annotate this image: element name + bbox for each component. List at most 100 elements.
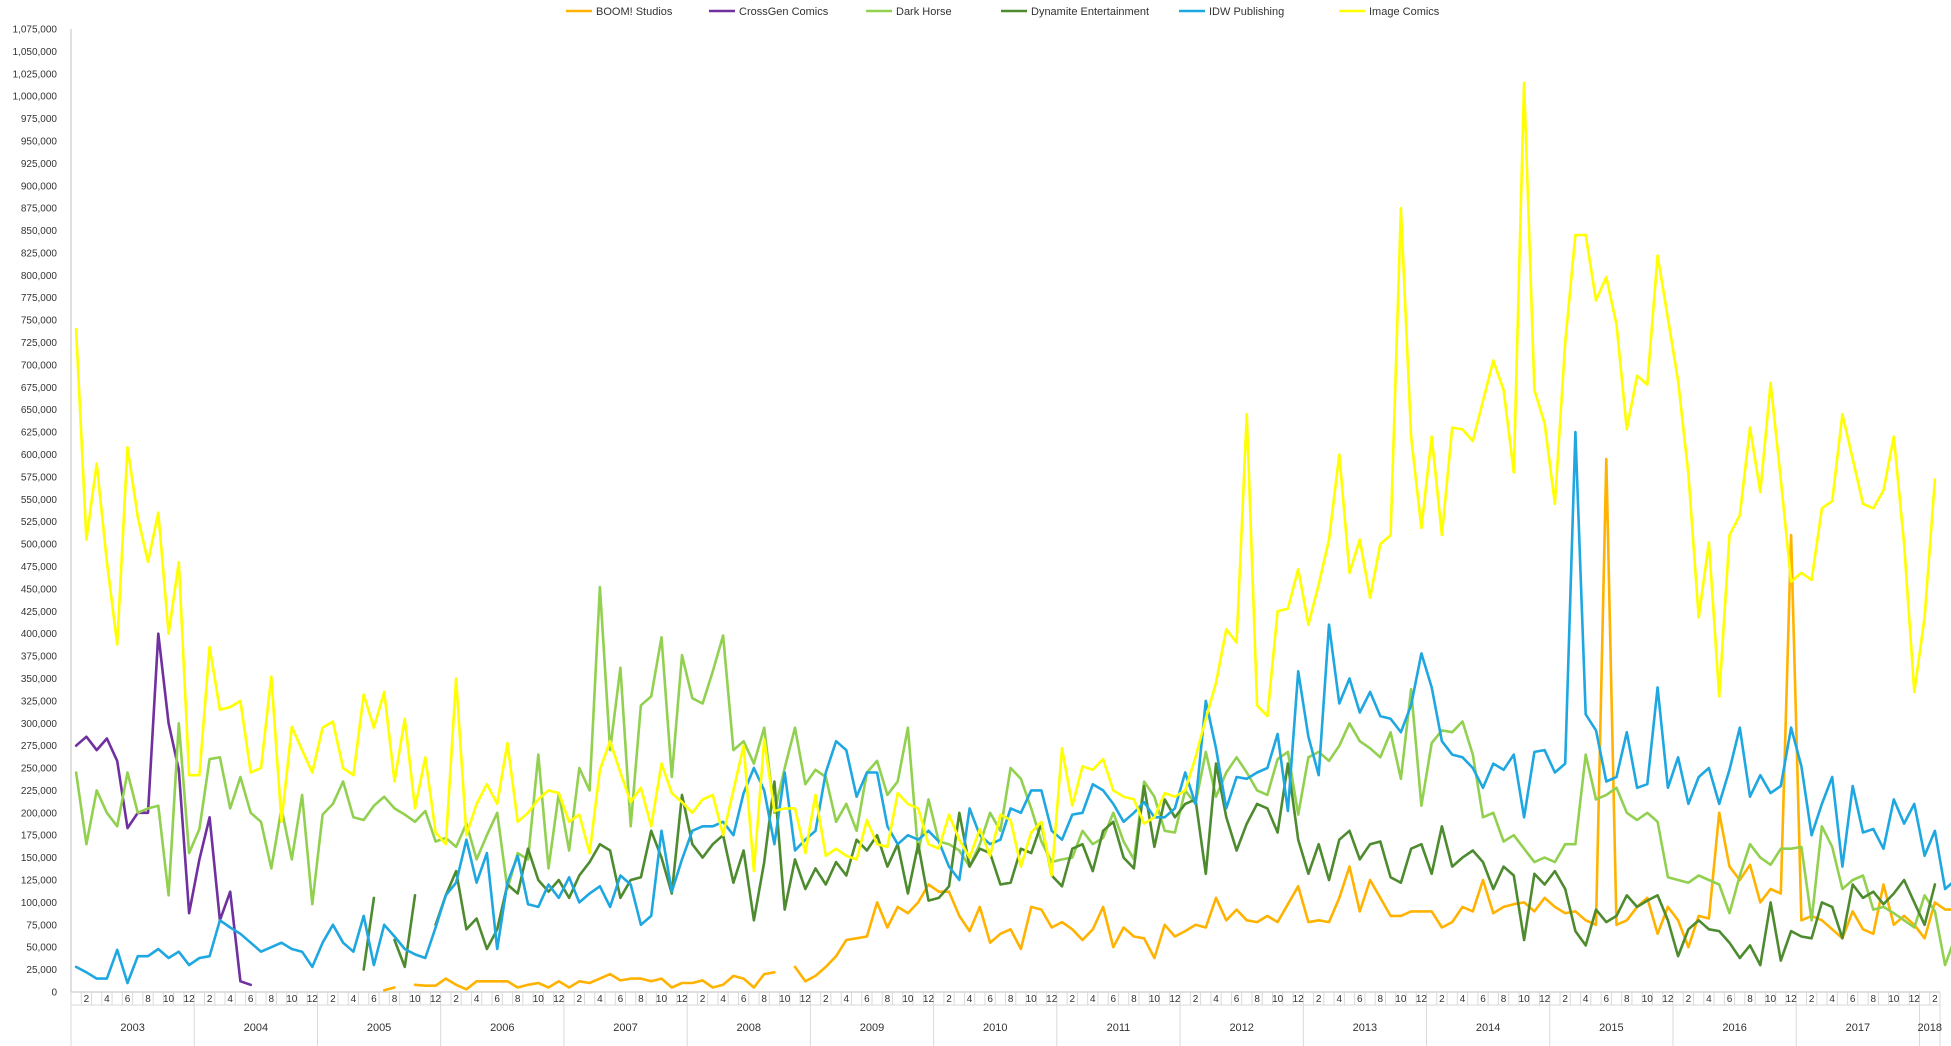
series-idw-publishing	[74, 430, 1951, 985]
x-year-label: 2004	[244, 1022, 268, 1034]
x-month-label: 12	[184, 994, 196, 1005]
x-month-label: 8	[1378, 994, 1384, 1005]
series-image-comics	[74, 81, 1937, 877]
x-month-label: 8	[1870, 994, 1876, 1005]
x-month-label: 10	[533, 994, 545, 1005]
x-month-label: 6	[1357, 994, 1363, 1005]
legend-label: BOOM! Studios	[596, 6, 673, 18]
y-tick-label: 0	[51, 988, 57, 999]
x-month-label: 4	[474, 994, 480, 1005]
x-month-label: 6	[248, 994, 254, 1005]
x-year-label: 2007	[613, 1022, 637, 1034]
x-month-label: 6	[1480, 994, 1486, 1005]
y-tick-label: 1,050,000	[13, 47, 58, 58]
x-axis: 2 4 6 8 10 12 2 4 6 8 10 12 2 4 6 8 10 12 2 4 6 8 10 12 2 4 6 8 10 12…	[70, 991, 1942, 1046]
x-month-label: 12	[307, 994, 319, 1005]
x-month-label: 4	[720, 994, 726, 1005]
x-month-label: 4	[1829, 994, 1835, 1005]
y-tick-label: 750,000	[21, 316, 58, 327]
y-tick-label: 675,000	[21, 383, 58, 394]
x-month-label: 2	[1932, 994, 1938, 1005]
x-month-label: 6	[1603, 994, 1609, 1005]
x-month-label: 10	[1395, 994, 1407, 1005]
legend-item: BOOM! Studios	[566, 6, 673, 18]
x-month-label: 4	[844, 994, 850, 1005]
y-tick-label: 850,000	[21, 226, 58, 237]
x-month-label: 8	[268, 994, 274, 1005]
x-year-label: 2018	[1917, 1022, 1941, 1034]
legend-label: Image Comics	[1369, 6, 1440, 18]
x-month-label: 10	[1519, 994, 1531, 1005]
x-month-label: 8	[515, 994, 521, 1005]
series-line	[393, 894, 417, 969]
x-month-label: 6	[741, 994, 747, 1005]
y-tick-label: 400,000	[21, 629, 58, 640]
y-tick-label: 325,000	[21, 696, 58, 707]
y-tick-label: 450,000	[21, 584, 58, 595]
x-year-label: 2009	[860, 1022, 884, 1034]
x-month-label: 10	[286, 994, 298, 1005]
y-tick-label: 200,000	[21, 808, 58, 819]
x-month-label: 10	[1149, 994, 1161, 1005]
x-month-label: 10	[1888, 994, 1900, 1005]
x-month-label: 2	[1562, 994, 1568, 1005]
y-tick-label: 600,000	[21, 450, 58, 461]
x-month-label: 10	[902, 994, 914, 1005]
series-line	[434, 762, 1937, 967]
x-month-label: 8	[1254, 994, 1260, 1005]
x-month-label: 2	[330, 994, 336, 1005]
x-month-label: 2	[946, 994, 952, 1005]
series-line	[74, 81, 1937, 877]
x-month-label: 2	[84, 994, 90, 1005]
y-tick-label: 650,000	[21, 405, 58, 416]
x-month-label: 4	[1706, 994, 1712, 1005]
y-tick-label: 800,000	[21, 271, 58, 282]
legend-label: CrossGen Comics	[739, 6, 829, 18]
x-month-label: 12	[1909, 994, 1921, 1005]
x-month-label: 6	[987, 994, 993, 1005]
x-month-label: 10	[1026, 994, 1038, 1005]
x-month-label: 10	[1642, 994, 1654, 1005]
x-month-label: 4	[1336, 994, 1342, 1005]
y-tick-label: 875,000	[21, 204, 58, 215]
series-layer	[74, 81, 1951, 992]
x-month-label: 2	[1439, 994, 1445, 1005]
x-year-label: 2011	[1107, 1022, 1131, 1034]
x-month-label: 8	[145, 994, 151, 1005]
x-month-label: 2	[700, 994, 706, 1005]
y-tick-label: 700,000	[21, 360, 58, 371]
x-month-label: 12	[1293, 994, 1305, 1005]
x-month-label: 2	[1069, 994, 1075, 1005]
series-line	[74, 430, 1951, 985]
legend-label: Dark Horse	[896, 6, 952, 18]
y-tick-label: 100,000	[21, 898, 58, 909]
x-month-label: 12	[1046, 994, 1058, 1005]
x-month-label: 10	[1765, 994, 1777, 1005]
x-month-label: 2	[207, 994, 213, 1005]
x-month-label: 10	[779, 994, 791, 1005]
x-month-label: 2	[453, 994, 459, 1005]
legend-item: Dynamite Entertainment	[1001, 6, 1149, 18]
y-tick-label: 250,000	[21, 764, 58, 775]
series-crossgen-comics	[74, 632, 252, 987]
y-tick-label: 225,000	[21, 786, 58, 797]
y-tick-label: 925,000	[21, 159, 58, 170]
y-tick-label: 500,000	[21, 540, 58, 551]
series-line	[362, 896, 376, 971]
x-month-label: 2	[1193, 994, 1199, 1005]
y-tick-label: 725,000	[21, 338, 58, 349]
x-month-label: 6	[1111, 994, 1117, 1005]
x-month-label: 6	[371, 994, 377, 1005]
x-month-label: 4	[597, 994, 603, 1005]
x-year-label: 2008	[737, 1022, 761, 1034]
x-year-label: 2013	[1353, 1022, 1377, 1034]
x-month-label: 4	[1460, 994, 1466, 1005]
y-axis: 0 25,000 50,000 75,000 100,000 125,000 150,000…	[13, 25, 72, 999]
x-month-label: 6	[618, 994, 624, 1005]
y-tick-label: 475,000	[21, 562, 58, 573]
x-month-label: 12	[1539, 994, 1551, 1005]
x-month-label: 8	[638, 994, 644, 1005]
x-year-label: 2015	[1599, 1022, 1623, 1034]
x-month-label: 6	[494, 994, 500, 1005]
y-tick-label: 175,000	[21, 831, 58, 842]
